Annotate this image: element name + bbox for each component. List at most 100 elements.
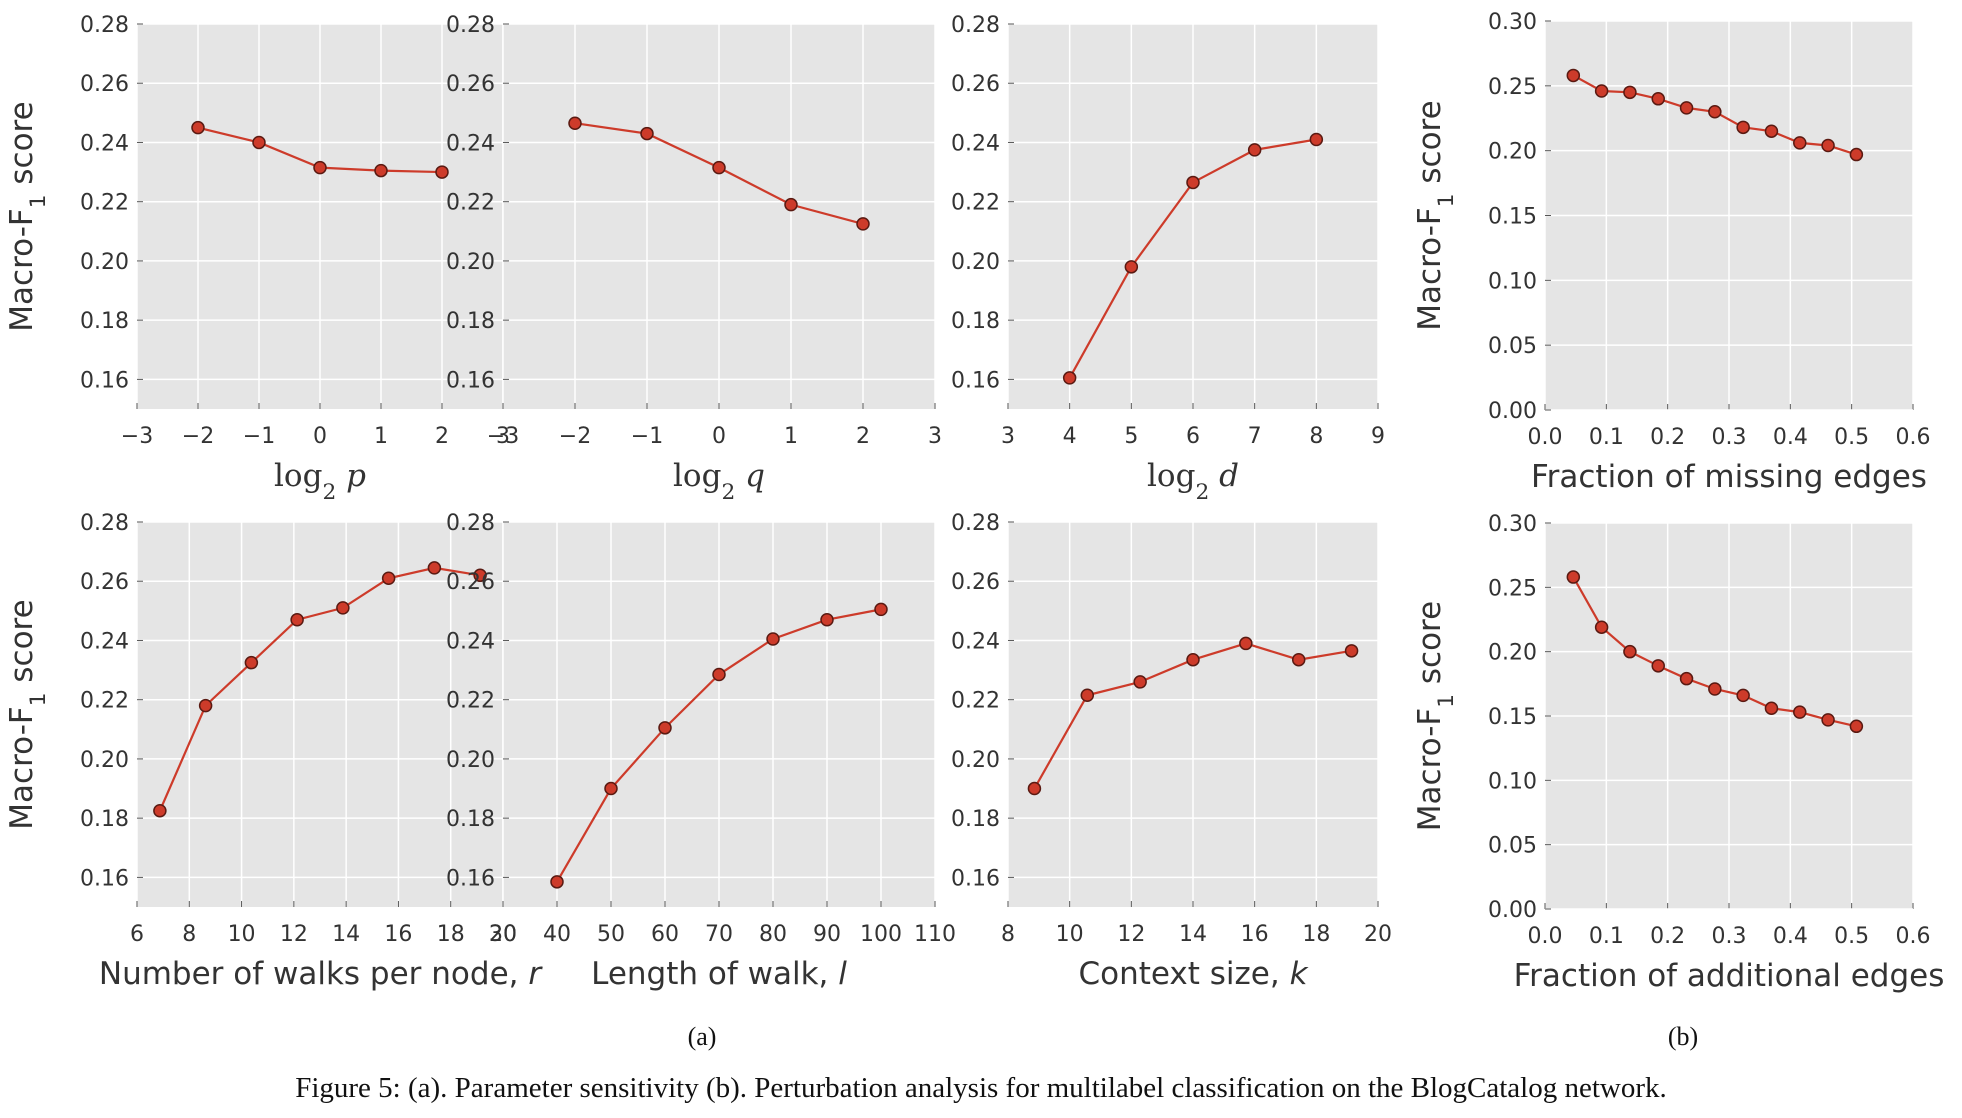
y-axis-label: Macro-F1 score — [1412, 100, 1459, 330]
data-point — [784, 197, 798, 212]
chart-walks: 6 8 10 12 14 16 18 20 0.16 0.18 0.20 0.22 0.24 0.26 0.… — [4, 511, 543, 992]
y-tick-label: 0.28 — [446, 511, 495, 536]
x-tick-label: −1 — [243, 424, 275, 449]
data-point — [252, 135, 266, 150]
series-line — [158, 566, 481, 812]
data-point — [191, 120, 205, 135]
x-tick-label: 2 — [435, 424, 449, 449]
data-point — [568, 116, 582, 130]
x-axis-label: log2 q — [673, 458, 765, 505]
data-point — [1764, 701, 1779, 716]
x-tick-label: 8 — [182, 922, 196, 947]
y-tick-label: 0.25 — [1488, 576, 1537, 601]
y-tick-label: 0.24 — [951, 629, 1000, 654]
y-tick-label: 0.24 — [80, 131, 129, 156]
x-tick-label: 12 — [1117, 922, 1145, 947]
x-tick-label: 0.6 — [1896, 425, 1931, 450]
y-tick-label: 0.24 — [80, 629, 129, 654]
data-point — [198, 698, 213, 713]
y-tick-label: 0.18 — [80, 807, 129, 832]
data-point — [1566, 68, 1581, 83]
chart-additional: 0.0 0.1 0.2 0.3 0.4 0.5 0.6 0.00 0.05 0.10 0.15 0.2… — [1412, 512, 1944, 994]
x-tick-label: 5 — [1124, 424, 1138, 449]
data-point — [766, 632, 780, 646]
y-tick-label: 0.18 — [951, 807, 1000, 832]
y-tick-label: 0.20 — [1488, 641, 1537, 666]
y-tick-label: 0.26 — [951, 570, 1000, 595]
data-point — [1080, 688, 1095, 702]
y-tick-label: 0.15 — [1488, 205, 1537, 230]
x-tick-label: 0.0 — [1528, 425, 1563, 450]
y-tick-label: 0.20 — [80, 748, 129, 773]
x-tick-label: 0.1 — [1589, 425, 1624, 450]
x-tick-label: 60 — [651, 922, 679, 947]
y-tick-label: 0.22 — [951, 689, 1000, 714]
x-tick-label: 20 — [489, 922, 517, 947]
x-tick-label: 80 — [759, 922, 787, 947]
x-tick-label: 18 — [1302, 922, 1330, 947]
data-point — [244, 655, 259, 670]
x-axis-label: Number of walks per node, r — [99, 956, 543, 992]
x-tick-label: 16 — [1241, 922, 1269, 947]
y-tick-label: 0.18 — [446, 309, 495, 334]
y-tick-label: 0.30 — [1488, 512, 1537, 537]
y-tick-label: 0.28 — [446, 13, 495, 38]
x-tick-label: 14 — [332, 922, 360, 947]
y-tick-label: 0.26 — [951, 72, 1000, 97]
data-point — [1849, 147, 1864, 162]
data-point — [1344, 644, 1359, 658]
x-tick-label: 9 — [1371, 424, 1385, 449]
x-tick-label: 90 — [813, 922, 841, 947]
y-tick-label: 0.24 — [446, 629, 495, 654]
data-point — [1623, 85, 1637, 100]
data-point — [381, 571, 396, 586]
x-tick-label: 0.5 — [1834, 425, 1869, 450]
x-axis-label: log2 d — [1147, 458, 1239, 505]
data-point — [1594, 620, 1609, 634]
data-point — [1309, 132, 1324, 147]
y-tick-label: 0.16 — [446, 866, 495, 891]
data-point — [712, 160, 726, 175]
y-axis-label: Macro-F1 score — [4, 101, 51, 331]
y-tick-label: 0.16 — [446, 368, 495, 393]
data-point — [1764, 124, 1779, 138]
y-tick-label: 0.16 — [80, 368, 129, 393]
y-tick-label: 0.22 — [951, 191, 1000, 216]
data-point — [820, 612, 834, 627]
x-tick-label: −2 — [559, 424, 591, 449]
y-tick-label: 0.20 — [951, 748, 1000, 773]
y-tick-label: 0.16 — [951, 368, 1000, 393]
data-point — [153, 804, 167, 818]
x-tick-label: 0.3 — [1712, 425, 1747, 450]
y-tick-label: 0.22 — [446, 191, 495, 216]
x-tick-label: 6 — [1186, 424, 1200, 449]
x-tick-label: 6 — [130, 922, 144, 947]
chart-log2p: −3 −2 −1 0 1 2 3 0.16 0.18 0.20 0.22 0.24 0.26 0.28 lo… — [4, 13, 510, 505]
data-point — [1651, 659, 1665, 673]
y-tick-label: 0.22 — [80, 689, 129, 714]
chart-context: 8 10 12 14 16 18 20 0.16 0.18 0.20 0.22 0.24 0.26 0.2… — [951, 511, 1392, 992]
x-tick-label: 12 — [280, 922, 308, 947]
y-tick-label: 0.18 — [446, 807, 495, 832]
y-tick-label: 0.20 — [80, 250, 129, 275]
y-tick-label: 0.10 — [1488, 769, 1537, 794]
data-point — [1793, 136, 1807, 150]
data-point — [1708, 105, 1722, 119]
chart-log2d: 3 4 5 6 7 8 9 0.16 0.18 0.20 0.22 0.24 0.26 0.28 log2 … — [951, 13, 1385, 505]
data-point — [336, 601, 350, 615]
data-point — [427, 561, 442, 575]
data-point — [1821, 713, 1835, 727]
data-point — [1291, 652, 1306, 667]
plot-area — [137, 522, 503, 907]
x-tick-label: 16 — [384, 922, 412, 947]
data-point — [1736, 688, 1750, 703]
x-axis-label: Context size, k — [1078, 956, 1308, 992]
data-point — [313, 160, 327, 175]
y-tick-label: 0.28 — [951, 511, 1000, 536]
x-tick-label: 8 — [1309, 424, 1323, 449]
y-tick-label: 0.24 — [951, 131, 1000, 156]
x-tick-label: 0.0 — [1528, 924, 1563, 949]
y-tick-label: 0.28 — [951, 13, 1000, 38]
data-point — [1679, 671, 1694, 686]
data-point — [290, 612, 304, 627]
